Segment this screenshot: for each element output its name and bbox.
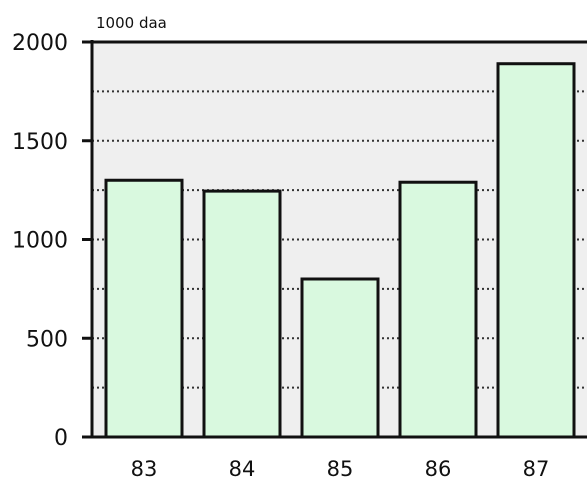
y-axis-ticks: 0 500 1000 1500 2000: [12, 31, 92, 451]
x-tick-label: 83: [131, 457, 158, 481]
x-tick-label: 86: [425, 457, 452, 481]
y-tick-label: 500: [26, 327, 68, 352]
bar-87: [496, 62, 576, 439]
bar-86: [398, 180, 478, 439]
bars: [104, 62, 576, 439]
x-tick-label: 85: [327, 457, 354, 481]
y-tick-label: 1000: [12, 229, 68, 254]
bar-84: [202, 189, 282, 439]
y-tick-label: 2000: [12, 31, 68, 56]
y-tick-label: 1500: [12, 130, 68, 155]
bar-83: [104, 178, 184, 439]
y-tick-label: 0: [54, 426, 68, 451]
x-tick-label: 84: [229, 457, 256, 481]
y-unit-label: 1000 daa: [96, 14, 167, 32]
x-axis-ticks: 83 84 85 86 87: [131, 457, 550, 481]
bar-85: [300, 277, 380, 439]
x-tick-label: 87: [523, 457, 550, 481]
